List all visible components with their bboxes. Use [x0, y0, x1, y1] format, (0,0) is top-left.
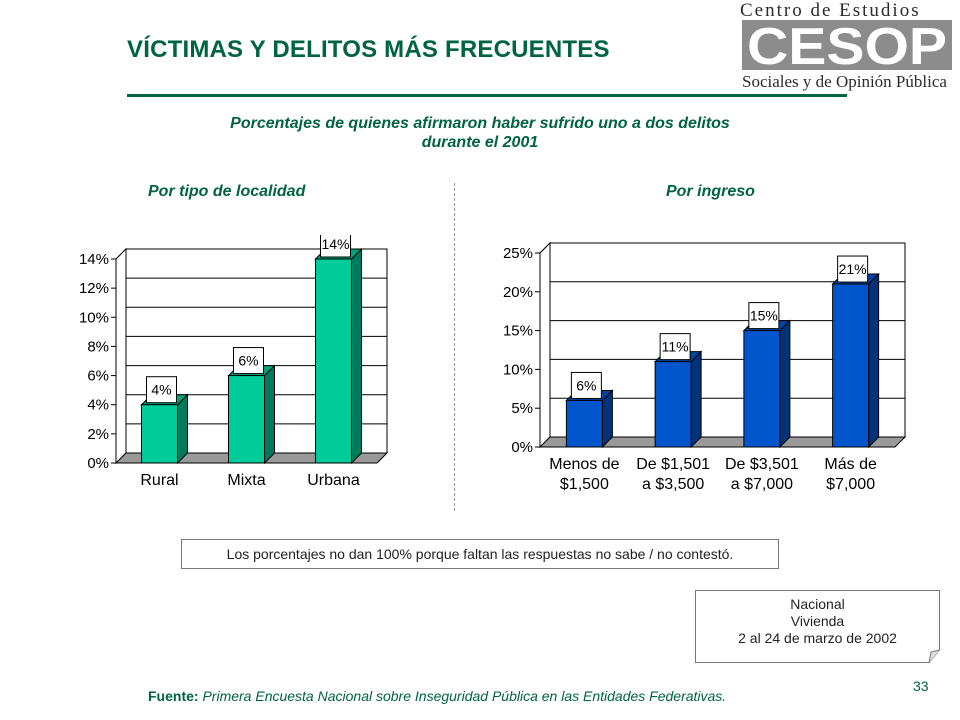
y-tick-label: 15%: [503, 323, 533, 340]
x-category-label: De $3,501: [725, 456, 799, 473]
y-axis-wall: [539, 241, 551, 449]
survey-line-3: 2 al 24 de marzo de 2002: [738, 630, 897, 646]
x-category-label: De $1,501: [636, 456, 710, 473]
subtitle-line-2: durante el 2001: [421, 134, 539, 151]
survey-box: [695, 590, 940, 663]
bar-front: [743, 330, 781, 448]
data-label: 14%: [321, 236, 349, 252]
data-label: 11%: [662, 339, 689, 355]
bar-side: [690, 350, 702, 449]
survey-text: Nacional Vivienda 2 al 24 de marzo de 20…: [695, 596, 940, 647]
x-category-label: Mixta: [227, 472, 265, 489]
data-label-box: [146, 376, 177, 404]
y-tick-label: 0%: [511, 439, 533, 456]
data-label-box: [570, 371, 602, 399]
data-label-box: [233, 347, 264, 375]
plot-background: [540, 243, 905, 447]
y-tick-label: 12%: [79, 280, 109, 297]
left-section-title: Por tipo de localidad: [148, 183, 306, 200]
bar: [742, 319, 792, 449]
bar-side: [779, 319, 791, 449]
y-tick-label: 2%: [87, 426, 109, 443]
source-citation: Fuente: Primera Encuesta Nacional sobre …: [148, 688, 726, 704]
source-text: Primera Encuesta Nacional sobre Inseguri…: [202, 688, 727, 704]
logo-bottom-text: Sociales y de Opinión Pública: [742, 72, 947, 91]
y-axis-wall: [115, 247, 127, 465]
data-label-box: [320, 235, 351, 258]
x-category-label: Rural: [140, 472, 178, 489]
y-tick-label: 10%: [79, 309, 109, 326]
bar-front: [315, 258, 352, 464]
bar: [314, 247, 363, 465]
bar: [140, 393, 189, 465]
source-label: Fuente:: [148, 688, 199, 704]
survey-line-1: Nacional: [790, 596, 845, 612]
bar-side: [177, 393, 188, 465]
bar-front: [654, 361, 692, 448]
bar: [227, 364, 276, 465]
logo-top-text: Centro de Estudios: [740, 0, 921, 21]
data-label-box: [748, 302, 780, 330]
data-label-box: [837, 255, 869, 283]
bar: [653, 350, 703, 449]
logo-mark: CESOP: [747, 20, 947, 70]
y-tick-label: 20%: [503, 284, 533, 301]
y-tick-label: 25%: [503, 245, 533, 262]
chart-por-ingreso: 0% 5% 10% 15% 20% 25% 6% Menos de $1,500 11% De $1…: [503, 241, 907, 493]
x-category-label: Más de: [824, 456, 877, 473]
page-title: VÍCTIMAS Y DELITOS MÁS FRECUENTES: [127, 36, 610, 63]
chart-por-tipo-localidad: 0% 2% 4% 6% 8% 10% 12% 14% 4% Rural 6% Mixta 14% Urba…: [79, 235, 389, 489]
x-category-label: $7,000: [826, 476, 875, 493]
y-tick-label: 10%: [503, 361, 533, 378]
data-label: 15%: [750, 308, 778, 324]
data-label: 6%: [238, 353, 258, 369]
x-category-label: $1,500: [560, 476, 609, 493]
data-label: 6%: [576, 377, 596, 393]
cesop-logo: CESOP: [742, 20, 952, 70]
y-tick-label: 6%: [87, 368, 109, 385]
y-tick-label: 4%: [87, 397, 109, 414]
page-number: 33: [913, 678, 929, 694]
bar-front: [832, 283, 870, 448]
section-separator: [454, 183, 455, 511]
bar-front: [565, 399, 603, 448]
x-category-label: Menos de: [549, 456, 619, 473]
data-label-box: [659, 333, 691, 361]
title-rule: [127, 94, 847, 97]
bar: [831, 272, 880, 449]
data-label: 21%: [839, 261, 867, 277]
bar-side: [264, 364, 275, 465]
y-tick-label: 8%: [87, 338, 109, 355]
y-tick-label: 14%: [79, 251, 109, 268]
bar-front: [228, 375, 265, 464]
y-tick-label: 0%: [87, 455, 109, 472]
x-category-label: Urbana: [307, 472, 360, 489]
x-category-label: a $7,000: [731, 476, 793, 493]
subtitle-line-1: Porcentajes de quienes afirmaron haber s…: [230, 115, 730, 132]
bar-side: [351, 247, 362, 465]
y-tick-label: 5%: [511, 400, 533, 417]
right-section-title: Por ingreso: [666, 183, 755, 200]
bar-side: [868, 272, 880, 449]
note-box: Los porcentajes no dan 100% porque falta…: [181, 539, 779, 569]
survey-line-2: Vivienda: [790, 613, 845, 629]
bar-front: [141, 404, 178, 464]
chart-subtitle: Porcentajes de quienes afirmaron haber s…: [150, 114, 810, 152]
data-label: 4%: [151, 382, 171, 398]
x-category-label: a $3,500: [642, 476, 704, 493]
